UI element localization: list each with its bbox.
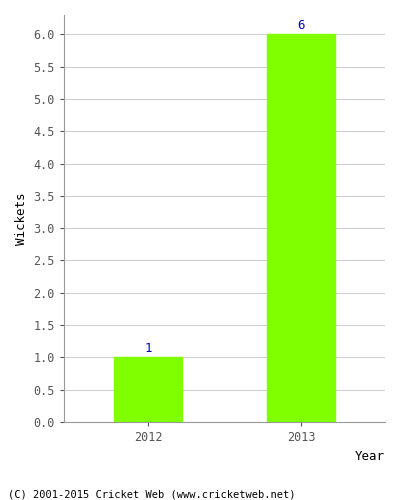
Bar <box>114 358 182 422</box>
X-axis label: Year: Year <box>355 450 385 462</box>
Bar <box>266 34 335 422</box>
Text: 1: 1 <box>144 342 152 354</box>
Y-axis label: Wickets: Wickets <box>15 192 28 244</box>
Text: 6: 6 <box>297 19 305 32</box>
Text: (C) 2001-2015 Cricket Web (www.cricketweb.net): (C) 2001-2015 Cricket Web (www.cricketwe… <box>8 490 296 500</box>
